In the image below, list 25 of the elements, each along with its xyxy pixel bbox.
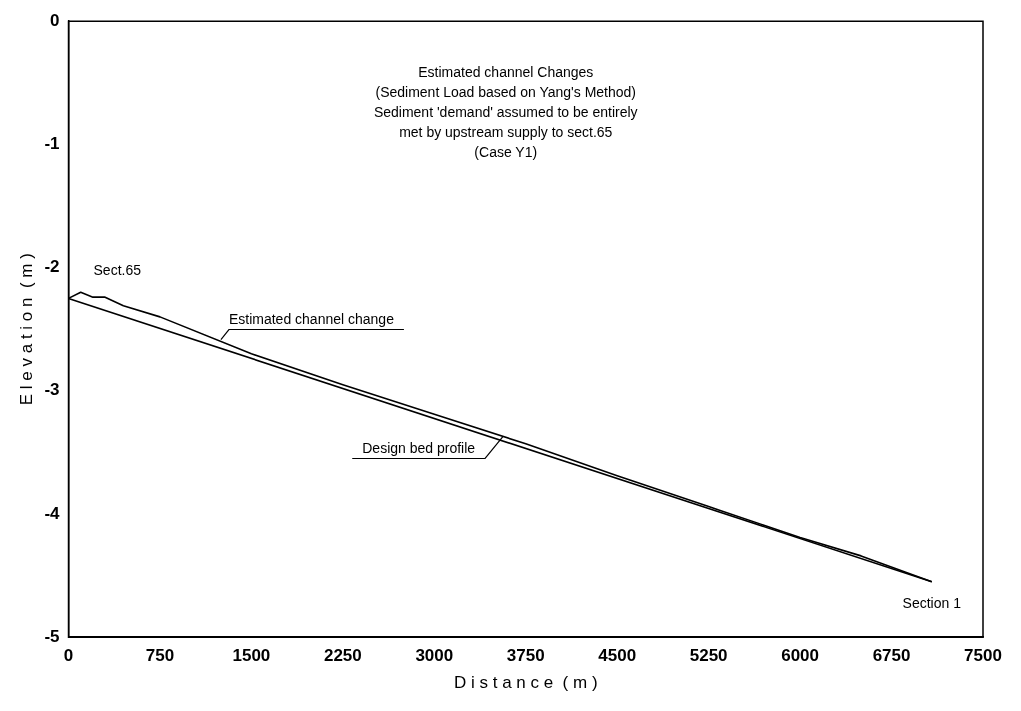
x-tick-label: 750 — [145, 646, 175, 666]
y-tick-label: -1 — [44, 134, 60, 154]
y-tick-label: -5 — [44, 626, 60, 646]
x-tick-label: 0 — [63, 646, 74, 666]
x-tick-label: 1500 — [232, 646, 271, 666]
x-tick-label: 4500 — [598, 646, 637, 666]
x-axis-title: D i s t a n c e ( m ) — [453, 673, 598, 693]
x-tick-label: 6750 — [872, 646, 911, 666]
y-axis-title: E l e v a t i o n ( m ) — [16, 253, 36, 406]
x-tick-label: 3000 — [415, 646, 454, 666]
x-tick-label: 6000 — [781, 646, 820, 666]
x-tick-label: 5250 — [689, 646, 728, 666]
series-label: Design bed profile — [362, 440, 476, 457]
x-tick-label: 3750 — [506, 646, 545, 666]
text: (Sediment Load based on Yang's Method) Sediment 'demand' assumed to be entirely met by upstream supply to sect.65 (Case Y1) — [373, 84, 638, 161]
x-tick-label: 7500 — [964, 646, 1002, 666]
y-tick-label: -2 — [44, 257, 60, 277]
x-tick-label: 2250 — [323, 646, 362, 666]
y-tick-label: -4 — [44, 503, 61, 523]
annotation: Section 1 — [902, 594, 962, 611]
annotation: Sect.65 — [93, 262, 142, 279]
series-label: Estimated channel change — [228, 311, 395, 328]
y-tick-label: 0 — [50, 10, 60, 30]
text: Estimated channel Changes — [418, 64, 594, 81]
y-tick-label: -3 — [44, 380, 60, 400]
